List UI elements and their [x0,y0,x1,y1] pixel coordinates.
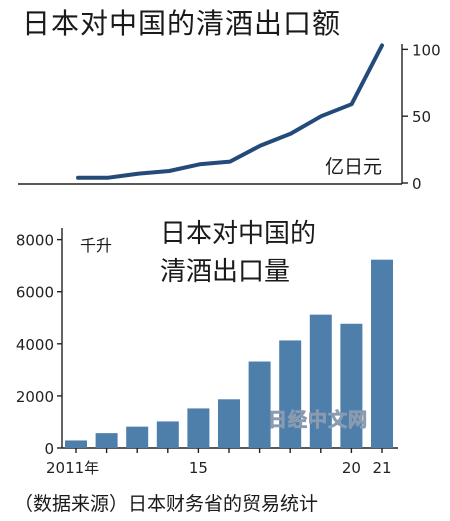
bar-chart-bar [309,314,332,448]
bar-chart-bar [340,323,363,448]
bar-chart-bar [65,440,87,448]
bar-chart-y-tick-label: 0 [44,440,54,458]
bar-chart-bar [156,421,179,448]
bar-chart-y-tick-label: 4000 [16,336,54,354]
line-chart-point [380,43,384,47]
line-chart-point [137,172,141,176]
bar-chart-bar [126,426,149,448]
line-chart-unit-label: 亿日元 [325,156,383,178]
bar-chart-y-tick-label: 8000 [16,232,54,250]
bar-chart-bar [279,340,302,448]
bar-chart-bar [187,408,210,448]
source-note: （数据来源）日本财务省的贸易统计 [14,493,319,515]
line-chart-point [167,169,171,173]
line-chart-point [106,176,110,180]
bar-chart-title-line-2: 清酒出口量 [160,257,291,287]
bar-chart-unit-label: 千升 [80,236,113,255]
bar-chart-x-tick-label: 15 [189,459,208,477]
line-chart-point [76,176,80,180]
line-chart-point [258,144,262,148]
line-chart-title: 日本对中国的清酒出口额 [22,7,342,40]
bar-chart-bar [95,433,118,448]
bar-chart-x-tick-label: 21 [372,459,391,477]
bar-chart-bar [248,361,271,448]
line-chart-y-tick-label: 0 [412,175,422,193]
bar-chart-bar [371,259,393,448]
bar-chart-y-tick-label: 2000 [16,388,54,406]
line-chart-point [350,102,354,106]
line-chart-y-tick-label: 100 [412,41,441,59]
bar-chart-y-tick-label: 6000 [16,284,54,302]
line-chart-point [319,114,323,118]
line-chart-point [198,162,202,166]
line-chart-point [289,132,293,136]
line-chart-y-tick-label: 50 [412,108,431,126]
line-chart-point [228,160,232,164]
bar-chart-x-tick-label: 20 [342,459,361,477]
bar-chart-x-tick-label: 2011年 [46,459,99,477]
bar-chart-bar [218,399,240,448]
bar-chart-title-line-1: 日本对中国的 [160,219,317,249]
watermark: 日经中文网 [268,409,369,432]
